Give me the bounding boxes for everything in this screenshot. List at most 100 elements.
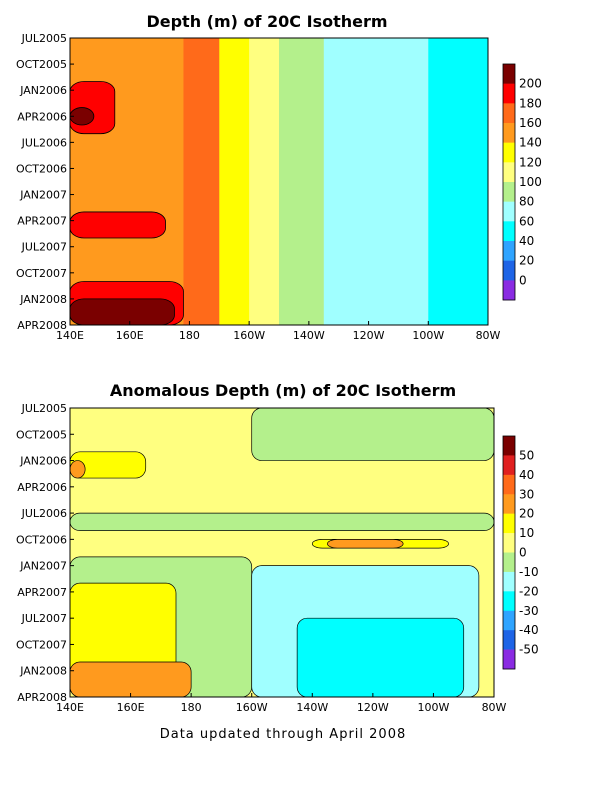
colorbar-label: 100 (519, 175, 542, 189)
y-tick-label: JUL2005 (21, 402, 67, 415)
plot-frame (69, 37, 489, 326)
y-tick-label: OCT2007 (16, 267, 67, 280)
colorbar-label: 20 (519, 507, 534, 521)
anomaly-region (251, 408, 494, 461)
colorbar-label: -30 (519, 604, 539, 618)
x-tick-label: 120W (357, 701, 389, 714)
x-tick-label: 140W (293, 329, 325, 342)
depth-band (183, 38, 220, 325)
depth-band (428, 38, 488, 325)
colorbar-label: -10 (519, 565, 539, 579)
x-tick-label: 80W (476, 329, 501, 342)
anomaly-region (70, 512, 494, 531)
anomaly-colorbar: 50 40 30 20 10 0 -10 -20 -30 -40 -50 (502, 435, 539, 670)
colorbar-swatch (503, 221, 515, 242)
depth-band (323, 38, 384, 325)
colorbar-swatch (503, 123, 515, 143)
y-tick-label: JUL2007 (21, 612, 67, 625)
depth-x-axis: 140E 160E 180 160W 140W 120W 100W 80W (56, 321, 501, 342)
y-tick-label: JAN2008 (19, 665, 67, 678)
depth-band (383, 38, 429, 325)
colorbar-swatch (503, 260, 515, 281)
x-tick-label: 180 (181, 701, 202, 714)
colorbar-label: -20 (519, 584, 539, 598)
colorbar-swatch (503, 533, 515, 553)
depth-band (129, 38, 184, 325)
depth-hot-spot (70, 107, 95, 126)
colorbar-label: 40 (519, 234, 534, 248)
y-tick-label: JAN2007 (19, 560, 67, 573)
colorbar-swatch (503, 103, 515, 124)
colorbar-label: 20 (519, 254, 534, 268)
colorbar-label: 180 (519, 96, 542, 110)
anomaly-region (70, 661, 192, 697)
x-tick-label: 120W (353, 329, 385, 342)
anomaly-y-axis: JUL2005 OCT2005 JAN2006 APR2006 JUL2006 OCT20… (16, 402, 74, 704)
y-tick-label: JUL2005 (21, 32, 67, 45)
x-tick-label: 160W (236, 701, 268, 714)
colorbar-swatch (503, 455, 515, 476)
colorbar-label: -40 (519, 623, 539, 637)
x-tick-label: 100W (417, 701, 449, 714)
colorbar-swatch (503, 494, 515, 514)
colorbar-label: 80 (519, 195, 534, 209)
plot-frame (69, 407, 495, 698)
y-tick-label: APR2006 (17, 110, 67, 123)
anomaly-region (296, 617, 465, 697)
y-tick-label: APR2008 (17, 319, 67, 332)
y-tick-label: JAN2008 (19, 293, 67, 306)
y-tick-label: JUL2006 (21, 136, 67, 149)
x-tick-label: 160W (233, 329, 265, 342)
colorbar-label: -50 (519, 643, 539, 657)
colorbar-label: 40 (519, 468, 534, 482)
y-tick-label: JAN2007 (19, 189, 67, 202)
colorbar-swatch (503, 162, 515, 183)
x-tick-label: 100W (412, 329, 444, 342)
x-tick-label: 180 (179, 329, 200, 342)
colorbar-swatch (503, 649, 515, 670)
depth-hot-spot (70, 81, 116, 135)
colorbar-swatch (503, 142, 515, 163)
colorbar-label: 0 (519, 273, 527, 287)
depth-hot-spot (70, 211, 166, 239)
colorbar-label: 10 (519, 526, 534, 540)
depth-band (219, 38, 250, 325)
anomaly-region (70, 451, 147, 479)
colorbar-label: 140 (519, 136, 542, 150)
colorbar-label: 50 (519, 448, 534, 462)
y-tick-label: OCT2006 (16, 162, 67, 175)
colorbar-swatch (503, 436, 515, 456)
anomaly-x-axis: 140E 160E 180 160W 140W 120W 100W 80W (56, 693, 507, 714)
colorbar-swatch (503, 474, 515, 495)
colorbar-swatch (503, 513, 515, 534)
anomaly-plot-area (69, 407, 495, 698)
colorbar-swatch (503, 64, 515, 84)
depth-hot-spot (70, 298, 175, 325)
colorbar-swatch (503, 241, 515, 261)
x-tick-label: 160E (117, 701, 145, 714)
colorbar-swatch (503, 610, 515, 631)
colorbar-label: 30 (519, 487, 534, 501)
depth-y-axis: JUL2005 OCT2005 JAN2006 APR2006 JUL2006 OCT20… (16, 32, 74, 332)
depth-band (279, 38, 325, 325)
y-tick-label: JAN2006 (19, 455, 67, 468)
colorbar-swatch (503, 591, 515, 612)
colorbar-swatch (503, 182, 515, 202)
anomaly-region (327, 539, 404, 549)
footnote: Data updated through April 2008 (160, 727, 407, 742)
y-tick-label: APR2007 (17, 586, 67, 599)
y-tick-label: JUL2007 (21, 241, 67, 254)
y-tick-label: OCT2005 (16, 58, 67, 71)
x-tick-label: 160E (116, 329, 144, 342)
chart-title-depth: Depth (m) of 20C Isotherm (146, 12, 387, 31)
y-tick-label: APR2006 (17, 481, 67, 494)
colorbar-frame (502, 63, 516, 301)
anomaly-region (70, 460, 86, 479)
y-tick-label: OCT2005 (16, 428, 67, 441)
x-tick-label: 140W (296, 701, 328, 714)
y-tick-label: APR2008 (17, 691, 67, 704)
colorbar-label: 160 (519, 116, 542, 130)
colorbar-swatch (503, 571, 515, 592)
